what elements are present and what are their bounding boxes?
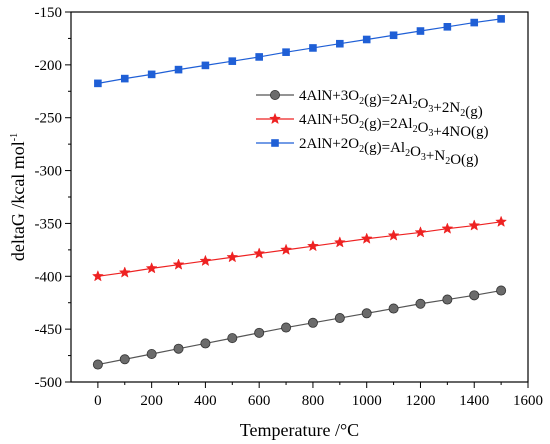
data-point <box>200 338 211 349</box>
data-point <box>226 250 239 263</box>
data-point <box>362 35 371 44</box>
axis-ticks: 0 200 400 600 800 1000 1200 1400 1600 -500 -450 -40… <box>35 5 544 409</box>
data-point <box>118 266 131 278</box>
data-point <box>281 322 292 333</box>
data-point <box>333 236 346 248</box>
x-tick-label: 1600 <box>513 393 543 409</box>
x-tick-label: 1000 <box>352 393 382 409</box>
data-point <box>361 308 372 319</box>
y-tick-label: -400 <box>35 269 63 285</box>
data-point <box>92 359 103 370</box>
data-point <box>441 222 454 234</box>
data-point <box>120 74 129 83</box>
data-point <box>470 18 479 27</box>
data-point <box>468 219 481 231</box>
data-point <box>360 232 373 244</box>
data-point <box>387 229 400 241</box>
y-tick-label: -500 <box>35 375 63 391</box>
legend-item: 4AlN+3O2(g)=2Al2O3+2N2(g) <box>256 88 483 120</box>
data-point <box>146 348 157 359</box>
data-point <box>442 294 453 305</box>
series-3 <box>94 15 505 88</box>
y-axis-label-superscript: -1 <box>9 133 20 141</box>
data-point <box>388 303 399 314</box>
y-axis-label-main: deltaG /kcal mol <box>8 141 28 261</box>
data-point <box>334 313 345 324</box>
data-point <box>228 57 237 65</box>
x-tick-label: 1400 <box>459 393 489 409</box>
y-tick-label: -250 <box>35 111 63 127</box>
x-tick-label: 200 <box>140 393 163 409</box>
x-tick-label: 0 <box>94 393 102 409</box>
x-tick-label: 800 <box>302 393 325 409</box>
data-point <box>280 243 293 255</box>
x-tick-label: 600 <box>248 393 271 409</box>
data-point <box>496 285 507 296</box>
data-point <box>147 70 156 79</box>
data-point <box>469 290 480 301</box>
x-tick-label: 1200 <box>405 393 435 409</box>
y-axis-label: deltaG /kcal mol-1 <box>8 133 28 261</box>
data-point <box>443 23 452 31</box>
data-point <box>172 258 185 270</box>
data-point <box>414 226 427 238</box>
y-tick-label: -350 <box>35 216 63 232</box>
data-point <box>254 327 265 338</box>
data-point <box>306 239 319 252</box>
data-point <box>227 333 238 344</box>
legend-item: 4AlN+5O2(g)=2Al2O3+4NO(g) <box>256 112 489 140</box>
series-line <box>97 221 502 277</box>
legend-marker <box>269 112 281 125</box>
x-tick-label: 400 <box>194 393 217 409</box>
data-point <box>91 269 104 282</box>
data-point <box>173 343 184 354</box>
series-1 <box>92 285 507 370</box>
data-point <box>255 53 263 61</box>
y-tick-label: -450 <box>35 322 63 338</box>
data-point <box>253 247 266 259</box>
series-layer <box>91 15 508 370</box>
data-point <box>309 44 317 52</box>
data-point <box>145 262 158 274</box>
data-point <box>174 65 183 74</box>
data-point <box>416 27 425 35</box>
series-line <box>97 18 502 84</box>
data-point <box>495 215 508 227</box>
data-point <box>282 48 290 56</box>
data-point <box>119 354 130 365</box>
data-point <box>94 79 102 88</box>
series-2 <box>91 215 508 282</box>
legend: 4AlN+3O2(g)=2Al2O3+2N2(g)4AlN+5O2(g)=2Al… <box>256 88 489 168</box>
y-tick-label: -150 <box>35 5 63 21</box>
legend-label: 4AlN+3O2(g)=2Al2O3+2N2(g) <box>299 88 483 120</box>
data-point <box>199 254 212 267</box>
legend-item: 2AlN+2O2(g)=Al2O3+N2O(g) <box>256 136 479 168</box>
legend-marker <box>269 90 280 101</box>
data-point <box>497 15 505 23</box>
x-axis-label: Temperature /°C <box>240 420 359 440</box>
data-point <box>415 298 426 309</box>
data-point <box>201 61 210 70</box>
y-tick-label: -200 <box>35 58 63 74</box>
legend-label: 2AlN+2O2(g)=Al2O3+N2O(g) <box>299 136 479 168</box>
data-point <box>336 39 344 48</box>
series-line <box>97 289 502 366</box>
y-tick-label: -300 <box>35 164 63 180</box>
plot-frame <box>70 11 529 383</box>
legend-label: 4AlN+5O2(g)=2Al2O3+4NO(g) <box>299 112 489 140</box>
data-point <box>307 317 318 328</box>
legend-marker <box>271 139 279 147</box>
data-point <box>389 31 398 40</box>
